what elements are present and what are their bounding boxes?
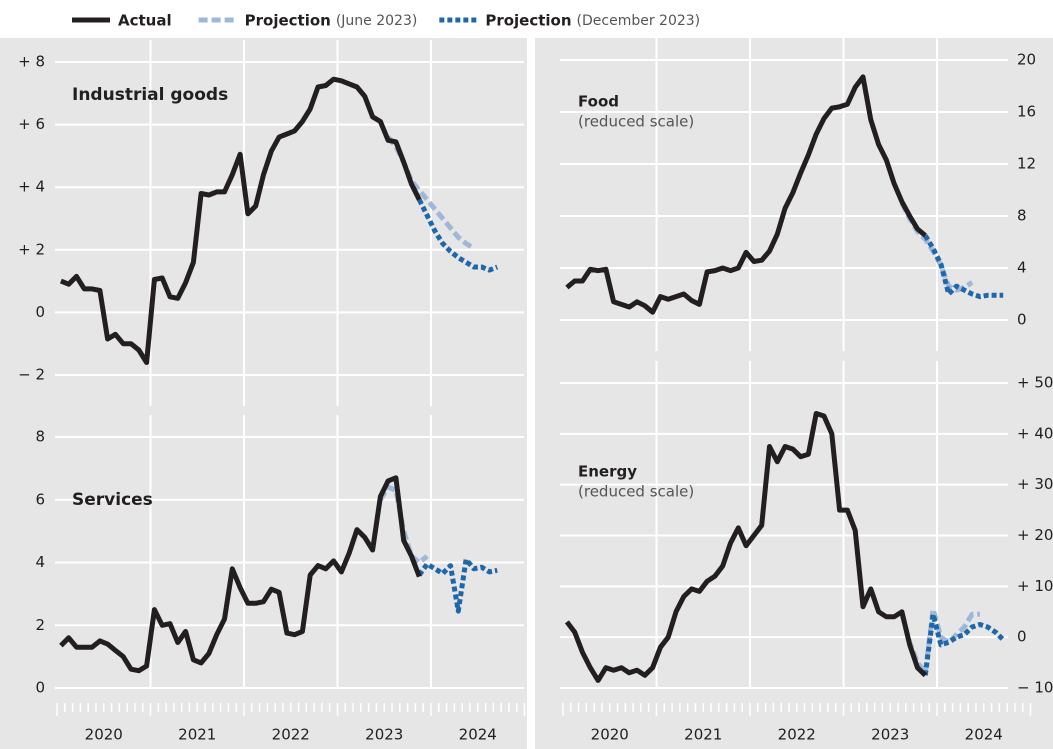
panel-title: Energy <box>578 463 637 481</box>
x-tick-label: 2023 <box>365 726 403 744</box>
legend-detail: (December 2023) <box>577 13 701 29</box>
series-line <box>417 198 499 273</box>
left-panel <box>0 38 527 749</box>
y-tick-label: 4 <box>35 553 45 571</box>
y-tick-label: 20 <box>1017 51 1036 69</box>
y-tick-label: 0 <box>35 679 45 697</box>
y-tick-label: + 50 <box>1017 374 1053 392</box>
x-tick-label: 2021 <box>178 726 216 744</box>
series-line <box>59 76 422 365</box>
series-line <box>923 234 1004 300</box>
series-line <box>378 484 429 565</box>
legend-label: Projection <box>485 12 571 30</box>
y-tick-label: 0 <box>1017 311 1027 329</box>
y-tick-label: 16 <box>1017 103 1036 121</box>
y-tick-label: + 20 <box>1017 526 1053 544</box>
panel-title: Food <box>578 93 619 111</box>
panel-title: Services <box>72 490 153 510</box>
y-tick-label: + 8 <box>18 53 45 71</box>
y-tick-label: − 2 <box>18 366 45 384</box>
series-line <box>417 556 498 614</box>
x-tick-label: 2024 <box>965 726 1003 744</box>
panel-title: Industrial goods <box>72 85 228 105</box>
y-tick-label: 6 <box>35 490 45 508</box>
series-line <box>564 411 928 683</box>
x-tick-label: 2021 <box>684 726 722 744</box>
y-tick-label: + 10 <box>1017 577 1053 595</box>
legend-detail: (June 2023) <box>336 13 418 29</box>
y-tick-label: + 4 <box>18 178 45 196</box>
legend-label: Actual <box>118 12 172 30</box>
y-tick-label: 12 <box>1017 155 1036 173</box>
y-tick-label: + 2 <box>18 240 45 258</box>
x-tick-label: 2023 <box>871 726 909 744</box>
panel-subtitle: (reduced scale) <box>578 113 694 131</box>
y-tick-label: 4 <box>1017 259 1027 277</box>
y-tick-label: 8 <box>1017 207 1027 225</box>
y-tick-label: + 6 <box>18 115 45 133</box>
y-tick-label: + 40 <box>1017 424 1053 442</box>
legend-label: Projection <box>245 12 331 30</box>
y-tick-label: 8 <box>35 428 45 446</box>
series-line <box>565 74 927 315</box>
x-tick-label: 2024 <box>459 726 497 744</box>
y-tick-label: 0 <box>35 303 45 321</box>
right-panel <box>535 38 1053 749</box>
y-tick-label: 2 <box>35 616 45 634</box>
panel-subtitle: (reduced scale) <box>578 483 694 501</box>
y-tick-label: 0 <box>1017 628 1027 646</box>
x-tick-label: 2022 <box>272 726 310 744</box>
x-tick-label: 2022 <box>778 726 816 744</box>
x-tick-label: 2020 <box>591 726 629 744</box>
y-tick-label: − 10 <box>1017 679 1053 697</box>
series-line <box>922 611 1005 676</box>
y-tick-label: + 30 <box>1017 475 1053 493</box>
series-line <box>59 475 422 674</box>
x-tick-label: 2020 <box>85 726 123 744</box>
